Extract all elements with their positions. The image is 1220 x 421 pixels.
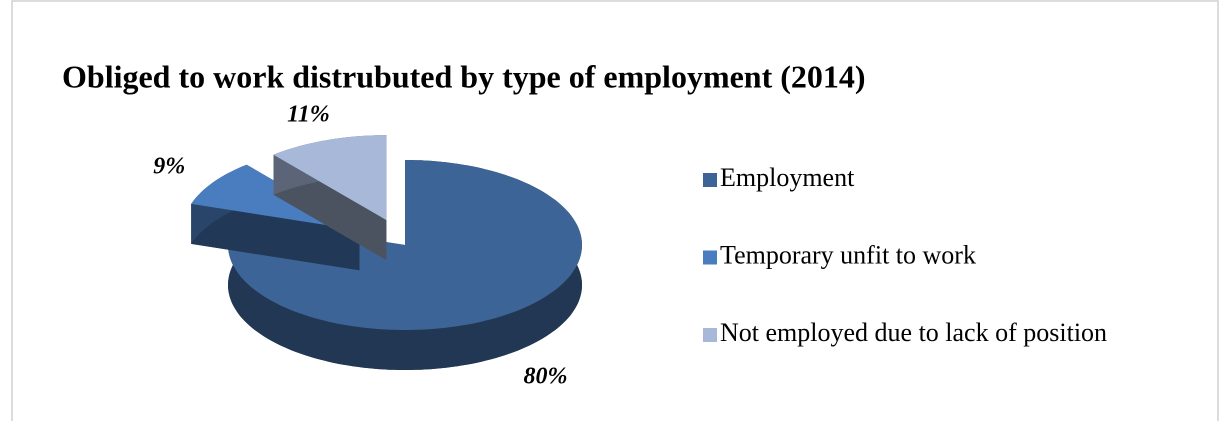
slice: [273, 135, 387, 221]
slice-side: [191, 203, 360, 271]
chart-title: Obliged to work distrubuted by type of e…: [62, 58, 866, 94]
legend-swatch: [703, 173, 717, 187]
legend-swatch: [703, 328, 717, 342]
data-label: 80%: [523, 363, 567, 389]
legend-label: Not employed due to lack of position: [720, 318, 1107, 347]
data-label: 11%: [287, 102, 330, 128]
legend-label: Employment: [720, 163, 855, 192]
chart-frame: [11, 0, 1219, 421]
legend-label: Temporary unfit to work: [720, 240, 976, 269]
legend-swatch: [703, 250, 717, 265]
data-label: 9%: [153, 154, 185, 180]
slice: [228, 160, 582, 330]
